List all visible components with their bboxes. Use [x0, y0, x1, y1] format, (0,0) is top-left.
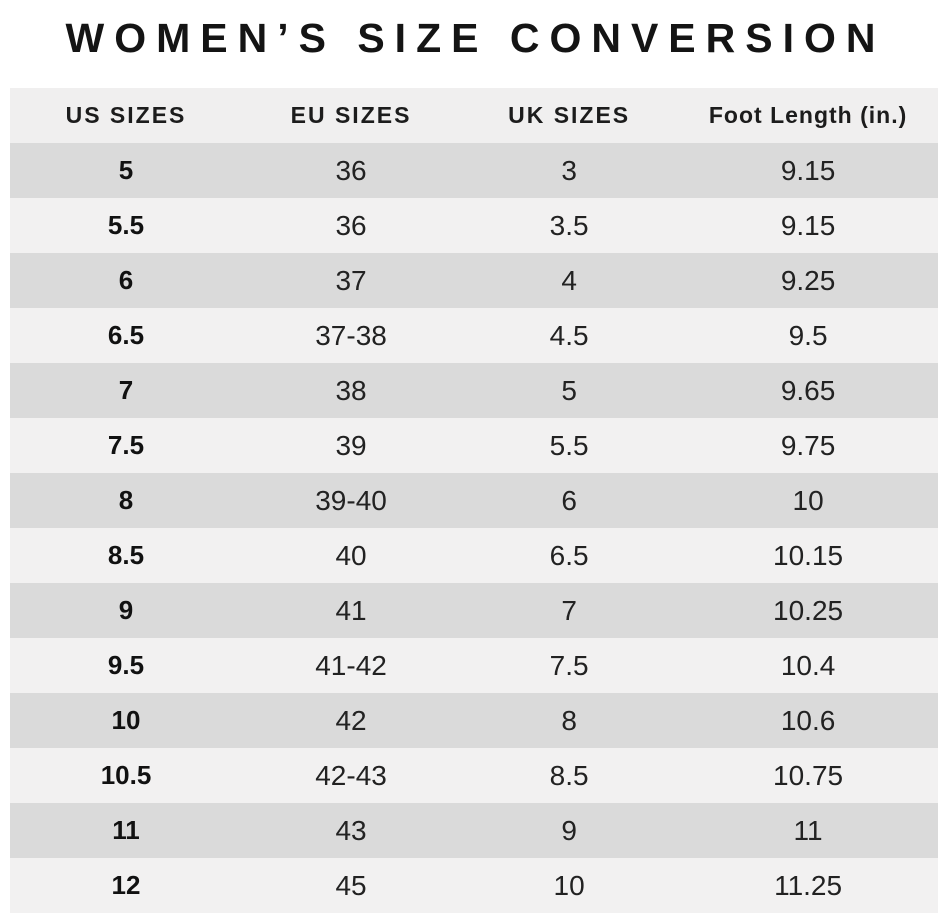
cell-foot-length: 9.5	[678, 308, 938, 363]
cell-foot-length: 11.25	[678, 858, 938, 913]
cell-us: 5.5	[10, 198, 242, 253]
cell-eu: 41-42	[242, 638, 461, 693]
table-row: 11 43 9 11	[10, 803, 938, 858]
cell-us: 9.5	[10, 638, 242, 693]
cell-eu: 39	[242, 418, 461, 473]
cell-foot-length: 9.15	[678, 143, 938, 198]
cell-foot-length: 10.15	[678, 528, 938, 583]
cell-us: 6	[10, 253, 242, 308]
cell-uk: 5	[460, 363, 679, 418]
cell-eu: 42	[242, 693, 461, 748]
table-row: 9 41 7 10.25	[10, 583, 938, 638]
table-row: 10.5 42-43 8.5 10.75	[10, 748, 938, 803]
table-row: 6.5 37-38 4.5 9.5	[10, 308, 938, 363]
table-row: 8.5 40 6.5 10.15	[10, 528, 938, 583]
table-row: 9.5 41-42 7.5 10.4	[10, 638, 938, 693]
table-row: 5.5 36 3.5 9.15	[10, 198, 938, 253]
cell-eu: 37	[242, 253, 461, 308]
cell-us: 9	[10, 583, 242, 638]
cell-foot-length: 11	[678, 803, 938, 858]
cell-uk: 8	[460, 693, 679, 748]
cell-uk: 9	[460, 803, 679, 858]
cell-eu: 38	[242, 363, 461, 418]
cell-us: 6.5	[10, 308, 242, 363]
cell-foot-length: 10	[678, 473, 938, 528]
cell-foot-length: 9.65	[678, 363, 938, 418]
cell-eu: 39-40	[242, 473, 461, 528]
table-header-row: US SIZES EU SIZES UK SIZES Foot Length (in.…	[10, 88, 938, 143]
cell-us: 8.5	[10, 528, 242, 583]
cell-uk: 7.5	[460, 638, 679, 693]
cell-foot-length: 10.25	[678, 583, 938, 638]
cell-uk: 3.5	[460, 198, 679, 253]
cell-foot-length: 10.6	[678, 693, 938, 748]
cell-us: 5	[10, 143, 242, 198]
cell-uk: 10	[460, 858, 679, 913]
table-row: 7 38 5 9.65	[10, 363, 938, 418]
cell-uk: 4	[460, 253, 679, 308]
cell-us: 8	[10, 473, 242, 528]
cell-foot-length: 10.75	[678, 748, 938, 803]
cell-eu: 37-38	[242, 308, 461, 363]
table-row: 12 45 10 11.25	[10, 858, 938, 913]
cell-uk: 4.5	[460, 308, 679, 363]
cell-foot-length: 9.25	[678, 253, 938, 308]
cell-us: 11	[10, 803, 242, 858]
page-title: WOMEN’S SIZE CONVERSION	[65, 15, 886, 61]
cell-uk: 3	[460, 143, 679, 198]
table-body: 5 36 3 9.15 5.5 36 3.5 9.15 6 37 4 9.25 6.5 37-38 4.5 9…	[10, 143, 938, 913]
table-header: US SIZES EU SIZES UK SIZES Foot Length (in.…	[10, 88, 938, 143]
cell-uk: 6	[460, 473, 679, 528]
cell-uk: 6.5	[460, 528, 679, 583]
cell-us: 10.5	[10, 748, 242, 803]
cell-foot-length: 9.15	[678, 198, 938, 253]
table-row: 8 39-40 6 10	[10, 473, 938, 528]
column-header-us: US SIZES	[10, 88, 242, 143]
table-row: 10 42 8 10.6	[10, 693, 938, 748]
cell-foot-length: 9.75	[678, 418, 938, 473]
table-row: 7.5 39 5.5 9.75	[10, 418, 938, 473]
table-row: 5 36 3 9.15	[10, 143, 938, 198]
cell-eu: 36	[242, 143, 461, 198]
size-conversion-table: US SIZES EU SIZES UK SIZES Foot Length (in.…	[10, 88, 938, 913]
cell-uk: 7	[460, 583, 679, 638]
cell-eu: 36	[242, 198, 461, 253]
cell-us: 12	[10, 858, 242, 913]
column-header-eu: EU SIZES	[242, 88, 461, 143]
cell-eu: 43	[242, 803, 461, 858]
cell-us: 7.5	[10, 418, 242, 473]
cell-foot-length: 10.4	[678, 638, 938, 693]
column-header-foot-length: Foot Length (in.)	[678, 88, 938, 143]
cell-uk: 5.5	[460, 418, 679, 473]
cell-us: 10	[10, 693, 242, 748]
column-header-uk: UK SIZES	[460, 88, 679, 143]
cell-eu: 42-43	[242, 748, 461, 803]
cell-uk: 8.5	[460, 748, 679, 803]
table-row: 6 37 4 9.25	[10, 253, 938, 308]
cell-eu: 41	[242, 583, 461, 638]
cell-eu: 45	[242, 858, 461, 913]
cell-us: 7	[10, 363, 242, 418]
cell-eu: 40	[242, 528, 461, 583]
